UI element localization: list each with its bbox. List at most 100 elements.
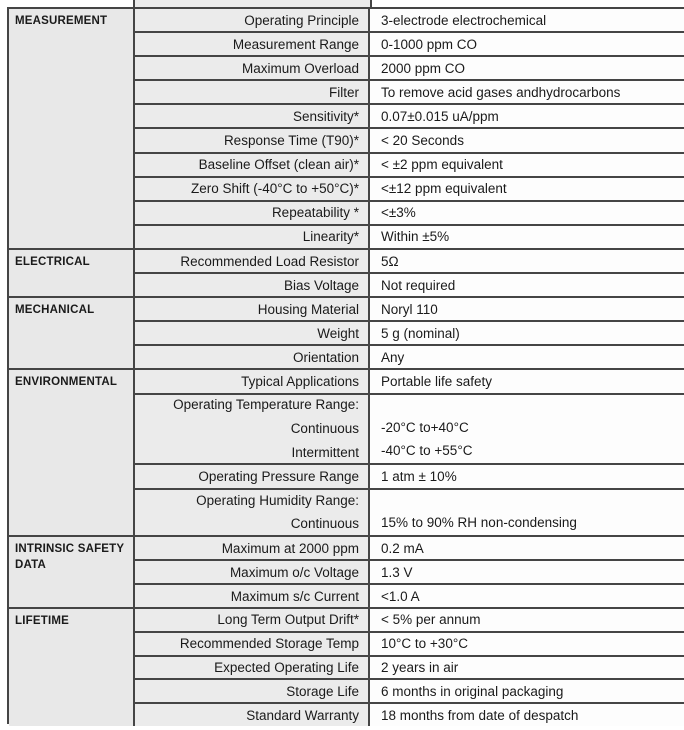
parameter-name: Operating Humidity Range: Continuous (135, 489, 370, 535)
parameter-name: Measurement Range (135, 33, 370, 56)
section-rows: Recommended Load Resistor 5Ω Bias Voltage N… (135, 250, 684, 296)
section-rows: Typical Applications Portable life safety… (135, 370, 684, 535)
parameter-value: 3-electrode electrochemical (370, 9, 684, 32)
table-row: Operating Humidity Range: Continuous 15% t… (135, 487, 684, 535)
parameter-value: Portable life safety (370, 370, 684, 393)
table-row: Expected Operating Life 2 years in air (135, 654, 684, 679)
parameter-name: Long Term Output Drift* (135, 609, 370, 631)
parameter-value: <±12 ppm equivalent (370, 177, 684, 200)
parameter-name: Weight (135, 322, 370, 344)
section-rows: Operating Principle 3-electrode electroch… (135, 9, 684, 248)
parameter-name: Repeatability * (135, 201, 370, 224)
table-row: Maximum s/c Current <1.0 A (135, 583, 684, 607)
parameter-value: 6 months in original packaging (370, 680, 684, 703)
parameter-name-line: Continuous (290, 421, 359, 436)
section-category-label: MEASUREMENT (9, 9, 135, 248)
table-row: Typical Applications Portable life safety (135, 370, 684, 393)
parameter-name: Maximum at 2000 ppm (135, 537, 370, 559)
table-row: Storage Life 6 months in original packagi… (135, 678, 684, 703)
table-row: Baseline Offset (clean air)* < ±2 ppm equ… (135, 151, 684, 176)
section-intrinsic-safety-data: INTRINSIC SAFETY DATA Maximum at 2000 ppm… (9, 535, 684, 607)
parameter-value: To remove acid gases andhydrocarbons (370, 81, 684, 104)
table-row: Linearity* Within ±5% (135, 223, 684, 248)
parameter-name: Expected Operating Life (135, 656, 370, 679)
parameter-value: 1.3 V (370, 561, 684, 583)
parameter-name: Maximum o/c Voltage (135, 561, 370, 583)
parameter-value: 18 months from date of despatch (370, 704, 684, 726)
table-row: Recommended Storage Temp 10°C to +30°C (135, 630, 684, 655)
parameter-name: Response Time (T90)* (135, 129, 370, 152)
table-row: Bias Voltage Not required (135, 272, 684, 296)
parameter-name: Storage Life (135, 680, 370, 703)
parameter-value: < ±2 ppm equivalent (370, 153, 684, 176)
section-measurement: MEASUREMENT Operating Principle 3-electrod… (9, 9, 684, 248)
section-lifetime: LIFETIME Long Term Output Drift* < 5% per … (9, 607, 684, 726)
section-category-label: INTRINSIC SAFETY DATA (9, 537, 135, 607)
parameter-value: <1.0 A (370, 585, 684, 607)
table-row: Maximum o/c Voltage 1.3 V (135, 559, 684, 583)
parameter-value-line: 15% to 90% RH non-condensing (381, 515, 577, 531)
parameter-name: Maximum s/c Current (135, 585, 370, 607)
parameter-name: Operating Principle (135, 9, 370, 32)
table-row: Maximum Overload 2000 ppm CO (135, 55, 684, 80)
parameter-value: 2000 ppm CO (370, 57, 684, 80)
table-row: Operating Principle 3-electrode electroch… (135, 9, 684, 32)
parameter-value-line: -40°C to +55°C (381, 443, 473, 459)
section-category-label: ENVIRONMENTAL (9, 370, 135, 535)
parameter-value: 5Ω (370, 250, 684, 272)
parameter-value: 0.2 mA (370, 537, 684, 559)
table-row: Orientation Any (135, 344, 684, 368)
parameter-name: Baseline Offset (clean air)* (135, 153, 370, 176)
parameter-value: 2 years in air (370, 656, 684, 679)
section-rows: Maximum at 2000 ppm 0.2 mA Maximum o/c Vol… (135, 537, 684, 607)
section-rows: Housing Material Noryl 110 Weight 5 g (nomi… (135, 298, 684, 368)
section-mechanical: MECHANICAL Housing Material Noryl 110 Weigh… (9, 296, 684, 368)
parameter-name: Operating Pressure Range (135, 464, 370, 488)
section-category-label: LIFETIME (9, 609, 135, 726)
parameter-value: Noryl 110 (370, 298, 684, 320)
table-row: Housing Material Noryl 110 (135, 298, 684, 320)
parameter-name: Bias Voltage (135, 274, 370, 296)
parameter-value: 10°C to +30°C (370, 632, 684, 655)
section-electrical: ELECTRICAL Recommended Load Resistor 5Ω Bia… (9, 248, 684, 296)
table-row: Operating Temperature Range: Continuous In… (135, 392, 684, 463)
parameter-name: Operating Temperature Range: Continuous In… (135, 394, 370, 463)
parameter-name-line: Operating Temperature Range: (173, 397, 359, 413)
parameter-name-line: Operating Humidity Range: (196, 492, 359, 508)
parameter-name: Orientation (135, 346, 370, 368)
parameter-name-line: Continuous (290, 516, 359, 532)
table-row: Zero Shift (-40°C to +50°C)* <±12 ppm equ… (135, 175, 684, 200)
parameter-name: Sensitivity* (135, 105, 370, 128)
parameter-value: 0.07±0.015 uA/ppm (370, 105, 684, 128)
parameter-value: 1 atm ± 10% (370, 464, 684, 488)
parameter-name: Maximum Overload (135, 57, 370, 80)
parameter-name: Recommended Storage Temp (135, 632, 370, 655)
section-rows: Long Term Output Drift* < 5% per annum Rec… (135, 609, 684, 726)
table-row: Sensitivity* 0.07±0.015 uA/ppm (135, 103, 684, 128)
table-row: Long Term Output Drift* < 5% per annum (135, 609, 684, 631)
parameter-name: Linearity* (135, 225, 370, 248)
table-row: Measurement Range 0-1000 ppm CO (135, 31, 684, 56)
parameter-value: <±3% (370, 201, 684, 224)
table-row: Recommended Load Resistor 5Ω (135, 250, 684, 272)
table-row: Repeatability * <±3% (135, 199, 684, 224)
table-row: Response Time (T90)* < 20 Seconds (135, 127, 684, 152)
parameter-name: Standard Warranty (135, 704, 370, 726)
parameter-name: Recommended Load Resistor (135, 250, 370, 272)
table-row: Operating Pressure Range 1 atm ± 10% (135, 462, 684, 488)
parameter-value: 5 g (nominal) (370, 322, 684, 344)
parameter-value: Any (370, 346, 684, 368)
table-row: Maximum at 2000 ppm 0.2 mA (135, 537, 684, 559)
parameter-value: Within ±5% (370, 225, 684, 248)
table-row: Filter To remove acid gases andhydrocarbo… (135, 79, 684, 104)
parameter-name: Filter (135, 81, 370, 104)
section-environmental: ENVIRONMENTAL Typical Applications Portabl… (9, 368, 684, 535)
table-row: Standard Warranty 18 months from date of … (135, 702, 684, 726)
table-row: Weight 5 g (nominal) (135, 320, 684, 344)
parameter-value-line: -20°C to+40°C (381, 419, 469, 435)
parameter-name-line: Intermittent (291, 444, 359, 460)
parameter-value: < 20 Seconds (370, 129, 684, 152)
parameter-value: 0-1000 ppm CO (370, 33, 684, 56)
parameter-value: -20°C to+40°C -40°C to +55°C (370, 394, 684, 463)
